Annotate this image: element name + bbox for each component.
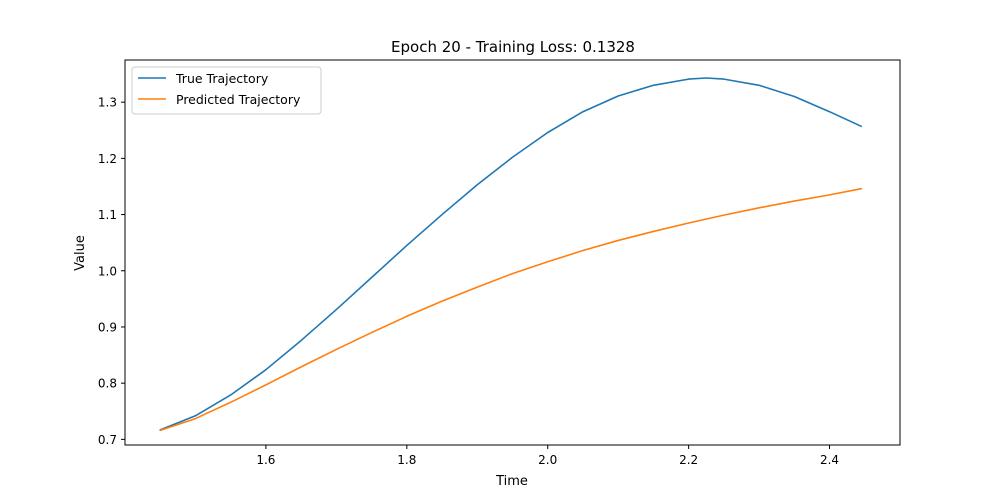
y-tick-label: 1.0 xyxy=(98,264,117,278)
x-tick-label: 1.8 xyxy=(397,453,416,467)
legend-label-predicted-trajectory: Predicted Trajectory xyxy=(176,92,301,107)
legend-box xyxy=(131,66,322,115)
x-tick-label: 1.6 xyxy=(256,453,275,467)
series-line-true-trajectory xyxy=(159,77,863,431)
series-line-predicted-trajectory xyxy=(159,187,863,432)
y-axis: 0.7 0.8 0.9 1.0 1.1 1.2 1.3 xyxy=(98,96,125,447)
legend: True Trajectory Predicted Trajectory xyxy=(131,66,322,115)
series-layer xyxy=(159,77,863,432)
chart-title: Epoch 20 - Training Loss: 0.1328 xyxy=(391,38,635,56)
x-tick-label: 2.0 xyxy=(538,453,557,467)
y-tick-label: 1.1 xyxy=(98,208,117,222)
x-tick-label: 2.2 xyxy=(679,453,698,467)
y-tick-label: 1.2 xyxy=(98,152,117,166)
y-tick-label: 0.9 xyxy=(98,320,117,334)
x-tick-label: 2.4 xyxy=(820,453,839,467)
y-tick-label: 0.8 xyxy=(98,377,117,391)
legend-label-true-trajectory: True Trajectory xyxy=(175,71,269,86)
y-tick-label: 0.7 xyxy=(98,433,117,447)
x-axis-label: Time xyxy=(495,474,528,489)
x-axis: 1.6 1.8 2.0 2.2 2.4 xyxy=(256,445,839,467)
plot-frame xyxy=(124,59,901,446)
y-tick-label: 1.3 xyxy=(98,96,117,110)
y-axis-label: Value xyxy=(73,235,88,271)
